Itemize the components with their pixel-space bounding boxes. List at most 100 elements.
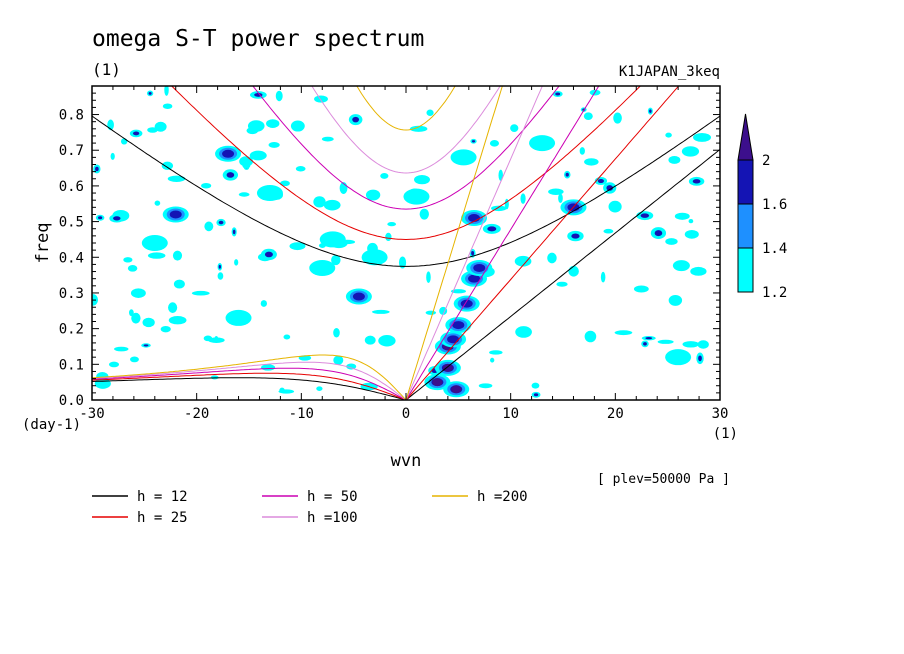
noise-speckle [697,340,709,349]
power-blob-level-3 [473,263,486,272]
noise-speckle [260,300,268,307]
noise-speckle-core [143,344,149,347]
noise-speckle [316,386,323,391]
noise-speckle [378,335,396,347]
noise-speckle [168,302,178,314]
colorbar-segment [737,247,754,293]
y-tick-label: 0.2 [59,322,84,338]
power-blob-level-3 [169,210,182,219]
noise-speckle [130,288,146,298]
y-tick-label: 0.1 [59,357,84,373]
dispersion-200 [92,86,503,400]
noise-speckle [633,285,649,293]
power-contours [141,135,692,398]
power-blob-level-3 [222,149,235,158]
noise-speckle-core [571,233,580,239]
colorbar-label: 1.4 [762,241,787,257]
level-annotation: [ plev=50000 Pa ] [597,472,730,487]
power-blob [225,309,252,326]
noise-speckle [672,260,690,272]
kelvin-curve [405,86,503,400]
power-blob [466,259,493,276]
noise-speckle [323,199,341,211]
noise-speckle-core [218,264,221,269]
noise-speckle [147,252,166,259]
noise-speckle [398,256,407,269]
noise-speckle [579,147,585,155]
noise-speckle-core [232,229,236,235]
noise-speckle [665,132,672,138]
power-blob [403,188,430,205]
noise-speckle [385,232,392,242]
kelvin-curve [405,149,720,400]
noise-speckle [331,254,341,266]
x-tick-label: -20 [184,406,209,422]
noise-speckle [603,228,614,234]
dispersion-25 [92,86,680,400]
power-blob [434,359,461,376]
noise-speckle [600,271,606,283]
power-blob-level-4 [442,363,453,372]
noise-speckle [168,316,187,325]
noise-speckle [608,200,622,213]
x-tick-label: -30 [79,406,104,422]
power-blob-level-4 [432,378,443,387]
noise-speckle [365,189,381,201]
legend-item: h =200 [432,489,528,505]
noise-speckle [217,272,224,280]
rossby-curve [92,372,407,400]
colorbar-segment [737,159,754,205]
noise-speckle [289,242,306,251]
noise-speckle-core [565,172,569,177]
colorbar-label: 1.6 [762,197,787,213]
noise-speckle [584,158,599,166]
gravity-curve [356,86,456,131]
noise-speckle [238,192,250,197]
noise-speckle-core [698,355,702,362]
power-blob-level-1 [319,231,346,248]
noise-speckle-core [597,179,604,184]
dispersion-50 [92,86,600,400]
noise-speckle [674,212,690,220]
noise-speckle [657,339,674,344]
legend-label: h =200 [477,489,528,505]
noise-speckle [682,341,700,348]
kelvin-curve [405,86,543,400]
noise-speckle [515,326,532,338]
power-blob [319,231,346,248]
y-tick-label: 0.5 [59,215,84,231]
power-blob [361,249,388,266]
noise-speckle [123,257,133,263]
noise-speckle [108,361,120,368]
noise-speckle [558,193,563,203]
noise-speckle [280,180,290,187]
noise-speckle [249,150,267,161]
y-tick-label: 0.0 [59,393,84,409]
noise-speckle [147,127,158,133]
power-blob [450,149,477,166]
x-tick-label: 10 [502,406,519,422]
legend: h = 12 h = 50 h =200 h = 25 h =100 [92,489,528,526]
noise-speckle [290,120,305,132]
noise-speckle [164,86,169,96]
noise-speckle [161,161,174,170]
noise-speckle [114,346,129,352]
subtitle-left: (1) [92,60,121,79]
power-blob-level-1 [403,188,430,205]
power-blob [461,210,488,227]
noise-speckle [372,309,390,314]
noise-speckle [268,141,280,148]
rossby-curve [92,361,407,400]
noise-speckle [172,250,183,261]
y-axis: 0.0 0.1 0.2 0.3 0.4 0.5 0.6 0.7 0.8 [59,92,720,409]
rossby-curve [92,354,407,400]
power-blob-level-4 [451,385,462,394]
noise-speckle [387,221,397,227]
noise-speckle-core [645,337,653,340]
noise-speckle [275,90,283,102]
noise-speckle-core [95,166,99,172]
power-blob [665,349,692,366]
power-blob [445,317,472,334]
noise-speckle [514,255,532,267]
